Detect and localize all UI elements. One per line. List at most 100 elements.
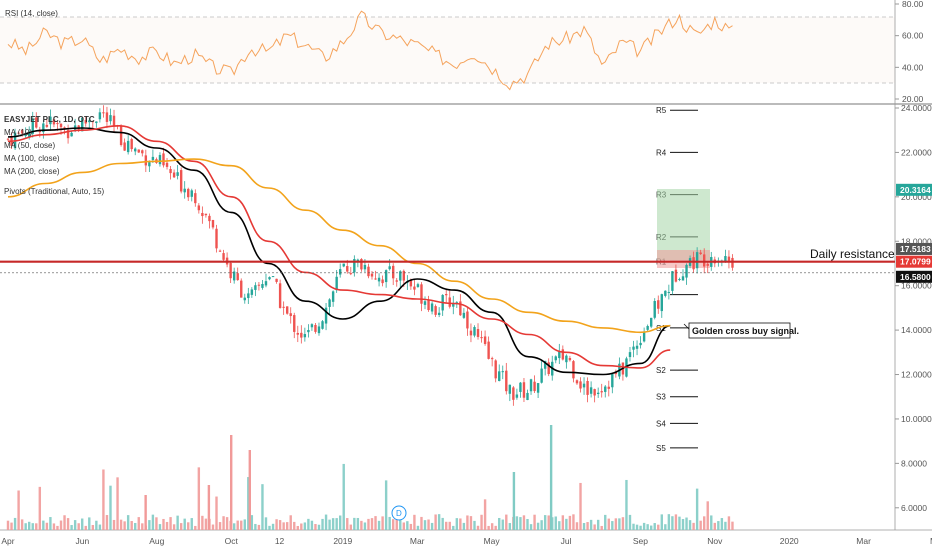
- rsi-band: [0, 17, 895, 83]
- candle-body: [505, 370, 508, 392]
- candle-body: [501, 371, 504, 373]
- candle-body: [134, 148, 137, 152]
- volume-bar: [586, 522, 589, 530]
- volume-bar: [52, 523, 56, 530]
- legend-pivots: Pivots (Traditional, Auto, 15): [4, 187, 105, 196]
- candle-body: [427, 299, 430, 311]
- candle-body: [536, 383, 540, 393]
- volume-bar: [427, 519, 430, 530]
- candle-body: [338, 269, 342, 275]
- volume-bar: [604, 514, 607, 530]
- rsi-line: [7, 10, 733, 91]
- volume-bar: [257, 524, 261, 530]
- volume-bar: [568, 515, 572, 530]
- volume-bar: [681, 519, 685, 530]
- candle-body: [98, 112, 102, 120]
- volume-bar: [63, 515, 66, 530]
- volume-bar: [501, 519, 504, 530]
- volume-bar: [130, 520, 133, 530]
- volume-bar: [519, 517, 522, 530]
- volume-bar: [225, 517, 229, 530]
- candle-body: [81, 117, 84, 132]
- volume-bar: [45, 522, 49, 530]
- volume-bar: [710, 515, 713, 530]
- volume-bar: [222, 516, 225, 530]
- volume-bar: [621, 517, 625, 530]
- candle-body: [102, 112, 105, 114]
- volume-bar: [268, 525, 271, 530]
- candle-body: [285, 306, 289, 314]
- volume-bar: [660, 514, 663, 530]
- volume-bar: [179, 523, 183, 530]
- candle-body: [593, 389, 596, 396]
- candle-body: [483, 336, 487, 344]
- date-tick-label: Oct: [225, 536, 239, 546]
- volume-bar: [169, 517, 172, 530]
- moving-averages: [7, 124, 671, 376]
- candle-body: [137, 149, 140, 153]
- candle-body: [667, 291, 671, 293]
- candle-body: [218, 250, 222, 252]
- candle-body: [247, 293, 250, 299]
- candle-body: [678, 278, 681, 280]
- volume-bar: [10, 522, 13, 530]
- volume-bar: [300, 523, 303, 530]
- volume-bar: [289, 515, 292, 530]
- projection-boxes: [657, 189, 710, 268]
- volume-bar: [148, 520, 151, 530]
- candle-body: [664, 290, 667, 296]
- candle-body: [328, 299, 331, 307]
- volume-bar: [363, 522, 367, 530]
- volume-bar: [38, 486, 42, 530]
- volume-bar: [533, 514, 536, 530]
- candle-body: [649, 317, 653, 327]
- price-tick-label: 16.0000: [901, 281, 932, 291]
- candle-body: [522, 382, 526, 398]
- candle-body: [264, 281, 268, 286]
- volume-bar: [699, 520, 702, 530]
- candle-body: [554, 356, 557, 361]
- volume-bar: [642, 522, 646, 530]
- volume-bar: [558, 521, 561, 530]
- volume-bar: [42, 520, 45, 530]
- volume-bar: [207, 485, 211, 530]
- volume-bar: [119, 519, 123, 530]
- volume-bar: [342, 463, 345, 530]
- candle-body: [331, 291, 335, 302]
- candle-body: [31, 118, 34, 134]
- candle-body: [370, 273, 374, 277]
- volume-bar: [35, 523, 38, 530]
- candle-body: [473, 327, 476, 336]
- volume-bar: [56, 525, 59, 530]
- price-tick-label: 22.0000: [901, 147, 932, 157]
- candle-body: [409, 280, 413, 287]
- candle-body: [151, 156, 155, 161]
- candle-body: [695, 252, 699, 269]
- candle-body: [300, 332, 303, 338]
- volume-bar: [240, 520, 243, 530]
- candle-body: [296, 332, 299, 335]
- candle-body: [105, 112, 109, 122]
- candle-body: [533, 381, 536, 392]
- dividend-marker[interactable]: [391, 505, 407, 521]
- price-tag-label: 17.0799: [900, 257, 931, 267]
- volume-bar: [416, 525, 420, 530]
- volume-bar: [678, 516, 681, 530]
- volume-bar: [505, 514, 508, 530]
- candle-body: [148, 162, 151, 167]
- volume-bar: [155, 517, 158, 530]
- candle-body: [579, 381, 582, 389]
- candle-body: [466, 311, 469, 329]
- volume-bar: [112, 519, 116, 530]
- candle-body: [222, 253, 225, 260]
- candle-body: [268, 277, 271, 280]
- candle-body: [109, 115, 112, 122]
- volume-bar: [384, 480, 388, 530]
- volume-bar: [293, 521, 296, 530]
- candle-body: [282, 306, 285, 308]
- volume-bar: [434, 514, 437, 530]
- volume-bar: [321, 518, 324, 530]
- volume-bar: [88, 517, 91, 530]
- candle-body: [293, 315, 296, 332]
- volume-bar: [230, 435, 233, 530]
